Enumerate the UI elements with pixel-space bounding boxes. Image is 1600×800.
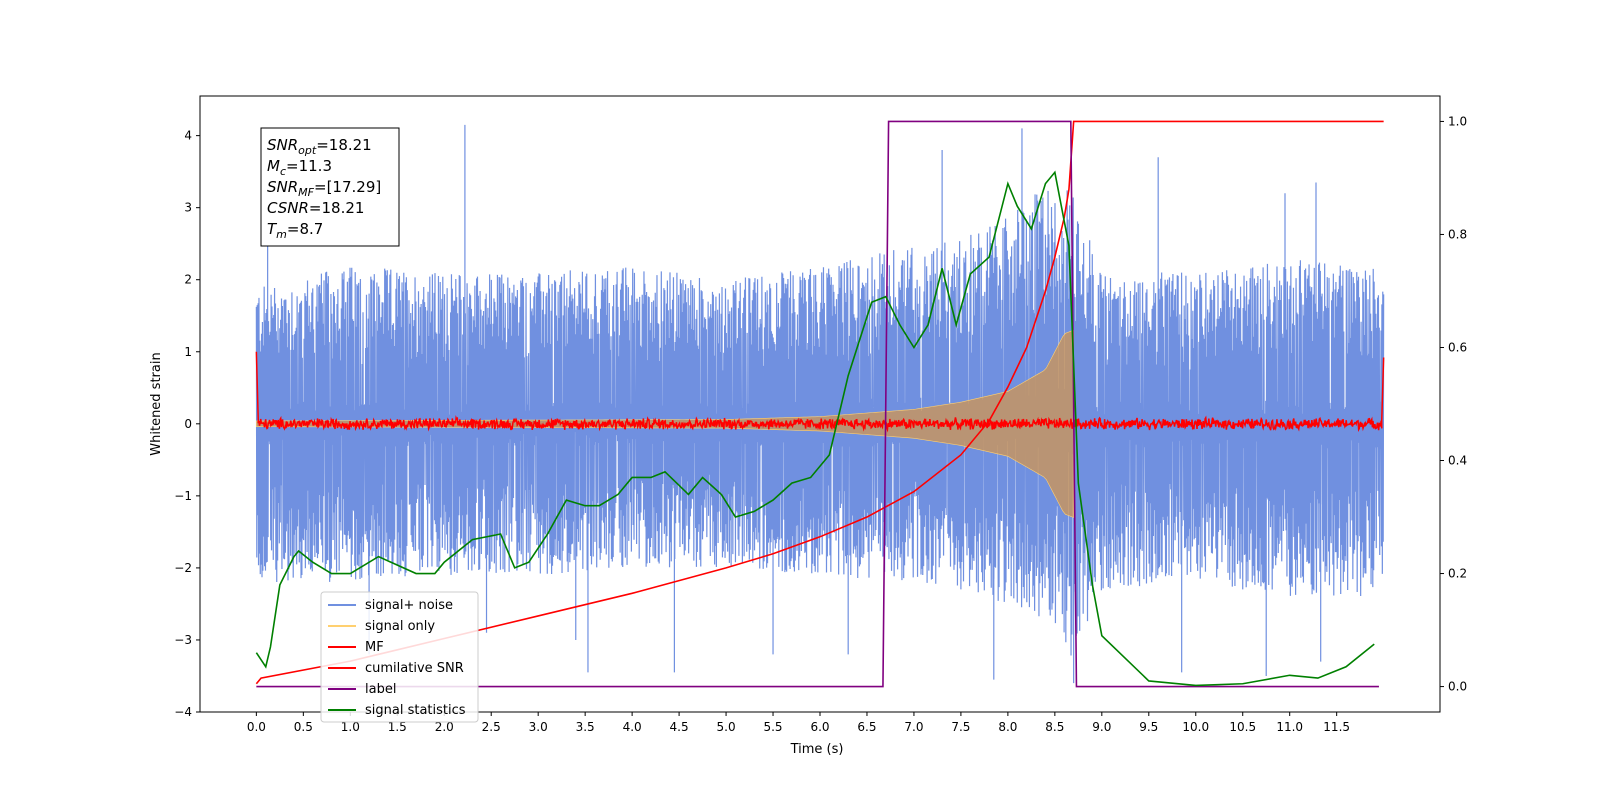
stats-annotation-value: =18.21 <box>309 199 365 217</box>
y2-tick-label: 0.0 <box>1448 680 1467 694</box>
stats-annotation-value: =11.3 <box>286 157 332 175</box>
y2-tick-label: 0.2 <box>1448 567 1467 581</box>
x-tick-label: 7.0 <box>904 720 923 734</box>
x-axis: 0.0 0.5 1.0 1.5 2.0 2.5 3.0 3.5 4.0 4.5 5.0 5.5 6.0 6… <box>247 712 1350 734</box>
stats-annotation-symbol: CSNR <box>267 199 309 217</box>
series-label-line <box>256 120 1379 688</box>
stats-annotation-line: CSNR=18.21 <box>267 199 364 217</box>
stats-annotation-subscript: MF <box>298 186 314 199</box>
x-tick-label: 10.5 <box>1229 720 1256 734</box>
x-tick-label: 8.5 <box>1045 720 1064 734</box>
stats-annotation-symbol: M <box>267 157 280 175</box>
y-tick-label: −4 <box>174 705 192 719</box>
y2-tick-label: 0.4 <box>1448 454 1467 468</box>
stats-annotation-line: SNRMF=[17.29] <box>267 178 381 199</box>
series-mf-line <box>255 351 1385 433</box>
y-tick-label: −3 <box>174 633 192 647</box>
stats-annotation-line: SNRopt=18.21 <box>267 136 372 157</box>
legend-entry-label: signal only <box>365 619 435 634</box>
stats-annotation-value: =18.21 <box>316 136 372 154</box>
x-tick-label: 3.5 <box>576 720 595 734</box>
stats-annotation-symbol: SNR <box>267 178 298 196</box>
x-tick-label: 10.0 <box>1182 720 1209 734</box>
x-tick-label: 3.0 <box>529 720 548 734</box>
x-tick-label: 7.5 <box>951 720 970 734</box>
legend-entry-label: signal statistics <box>365 703 466 718</box>
stats-annotation-line: Mc=11.3 <box>267 157 332 178</box>
x-tick-label: 5.5 <box>763 720 782 734</box>
x-tick-label: 8.0 <box>998 720 1017 734</box>
y-tick-label: 0 <box>184 417 192 431</box>
x-tick-label: 0.0 <box>247 720 266 734</box>
x-tick-label: 4.5 <box>670 720 689 734</box>
legend-entry-label: label <box>365 682 396 697</box>
x-tick-label: 2.5 <box>482 720 501 734</box>
stats-annotation-subscript: opt <box>298 144 317 157</box>
x-axis-label: Time (s) <box>790 742 844 757</box>
y-axis-left: −4 −3 −2 −1 0 1 2 3 4 <box>174 129 200 719</box>
x-tick-label: 1.5 <box>388 720 407 734</box>
stats-annotation-frame <box>260 127 400 247</box>
y-tick-label: 4 <box>184 129 192 143</box>
y2-tick-label: 0.6 <box>1448 340 1467 354</box>
stats-annotation-box: SNRopt=18.21Mc=11.3SNRMF=[17.29]CSNR=18.… <box>260 127 400 247</box>
x-tick-label: 6.0 <box>810 720 829 734</box>
stats-annotation-subscript: c <box>280 165 286 178</box>
stats-annotation-symbol: T <box>267 220 278 238</box>
series-signal-noise-line <box>255 124 1385 684</box>
x-tick-label: 11.5 <box>1323 720 1350 734</box>
stats-annotation-value: =8.7 <box>287 220 323 238</box>
x-tick-label: 9.0 <box>1092 720 1111 734</box>
legend-entry-label: signal+ noise <box>365 598 453 613</box>
stats-annotation-value: =[17.29] <box>314 178 381 196</box>
y-axis-right: 0.0 0.2 0.4 0.6 0.8 1.0 <box>1440 114 1467 694</box>
y-tick-label: 2 <box>184 273 192 287</box>
y2-tick-label: 0.8 <box>1448 227 1467 241</box>
y-axis-label: Whitened strain <box>149 352 164 455</box>
x-tick-label: 0.5 <box>294 720 313 734</box>
stats-annotation-symbol: SNR <box>267 136 298 154</box>
y-tick-label: 1 <box>184 345 192 359</box>
x-tick-label: 1.0 <box>341 720 360 734</box>
legend: signal+ noise signal only MF cumilative SNR… <box>320 591 479 723</box>
x-tick-label: 5.0 <box>717 720 736 734</box>
y-tick-label: −2 <box>174 561 192 575</box>
series-layer <box>255 120 1385 688</box>
legend-entry-label: MF <box>365 640 384 655</box>
x-tick-label: 9.5 <box>1139 720 1158 734</box>
series-signal-statistics-line <box>255 170 1375 687</box>
x-tick-label: 6.5 <box>857 720 876 734</box>
legend-frame <box>320 591 479 723</box>
y-tick-label: −1 <box>174 489 192 503</box>
x-tick-label: 2.0 <box>435 720 454 734</box>
stats-annotation-line: Tm=8.7 <box>267 220 323 241</box>
x-tick-label: 4.0 <box>623 720 642 734</box>
legend-entry-label: cumilative SNR <box>365 661 464 676</box>
x-tick-label: 11.0 <box>1276 720 1303 734</box>
stats-annotation-subscript: m <box>276 228 287 241</box>
y2-tick-label: 1.0 <box>1448 114 1467 128</box>
y-tick-label: 3 <box>184 201 192 215</box>
